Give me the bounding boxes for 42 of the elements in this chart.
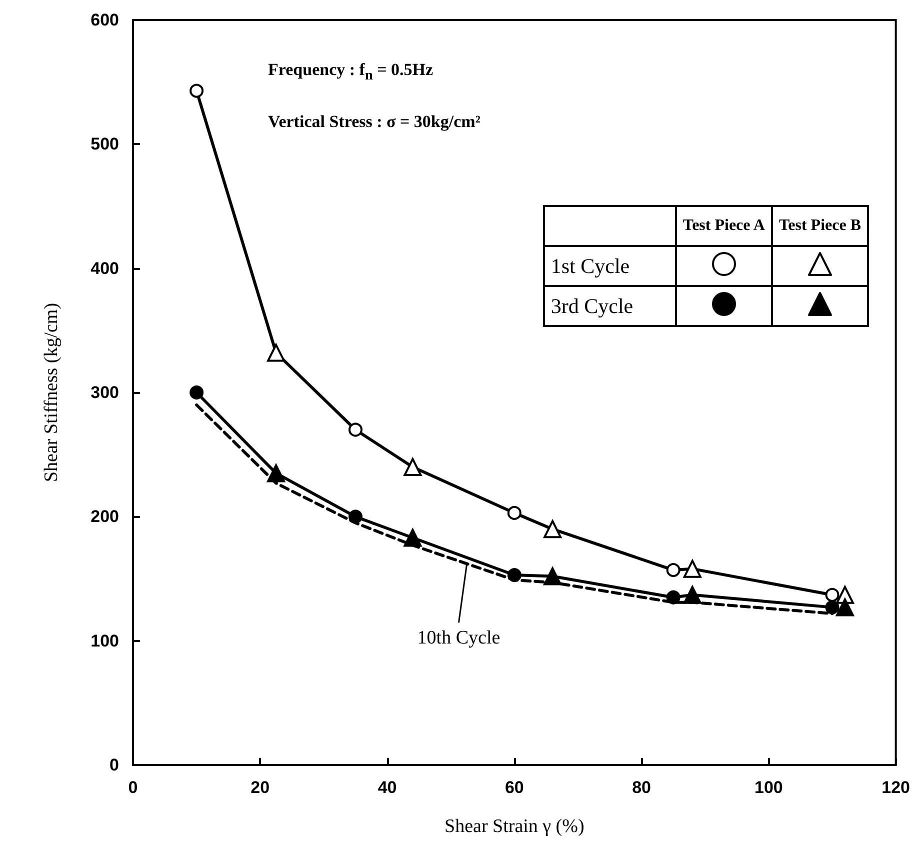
point [836,598,854,616]
annotation: Test Piece A [676,206,772,246]
point [825,588,840,602]
y-tick-label: 0 [110,756,119,774]
y-tick-label: 200 [90,507,119,526]
point [683,586,702,604]
point [267,464,286,482]
y-tick-label: 500 [90,134,119,154]
x-tick-label: 40 [378,778,397,797]
point [348,510,362,524]
point [666,590,680,604]
point [404,458,422,476]
x-tick-label: 80 [632,778,652,797]
point [544,567,562,586]
y-tick-label: 600 [90,10,119,30]
point [348,422,362,437]
y-tick-label: 400 [90,258,119,278]
point [267,344,286,362]
x-tick-label: 100 [754,778,783,797]
legend-label: 3rd Cycle [544,286,676,326]
point [404,528,422,547]
x-axis-title: Shear Strain γ (%) [444,816,584,837]
y-tick-label: 300 [90,383,119,402]
annotation: 10th Cycle [417,628,500,649]
point [507,506,522,520]
point [190,84,204,98]
point [507,568,522,582]
point [190,386,204,400]
y-axis-title: Shear Stiffness (kg/cm) [41,302,62,482]
x-tick-label: 60 [504,778,524,797]
point [544,520,562,538]
point [683,560,702,578]
point [666,563,680,578]
x-tick-label: 20 [250,778,270,797]
y-tick-label: 100 [90,631,119,650]
annotation: Frequency : f$_{n}$ = 0.5Hz [268,60,434,84]
x-tick-label: 120 [882,778,910,797]
annotation: Vertical Stress : σ = 30kg/cm² [268,112,480,132]
annotation: Test Piece B [772,206,868,246]
legend-label: 1st Cycle [544,246,676,286]
point [825,600,840,614]
x-tick-label: 0 [128,778,138,797]
